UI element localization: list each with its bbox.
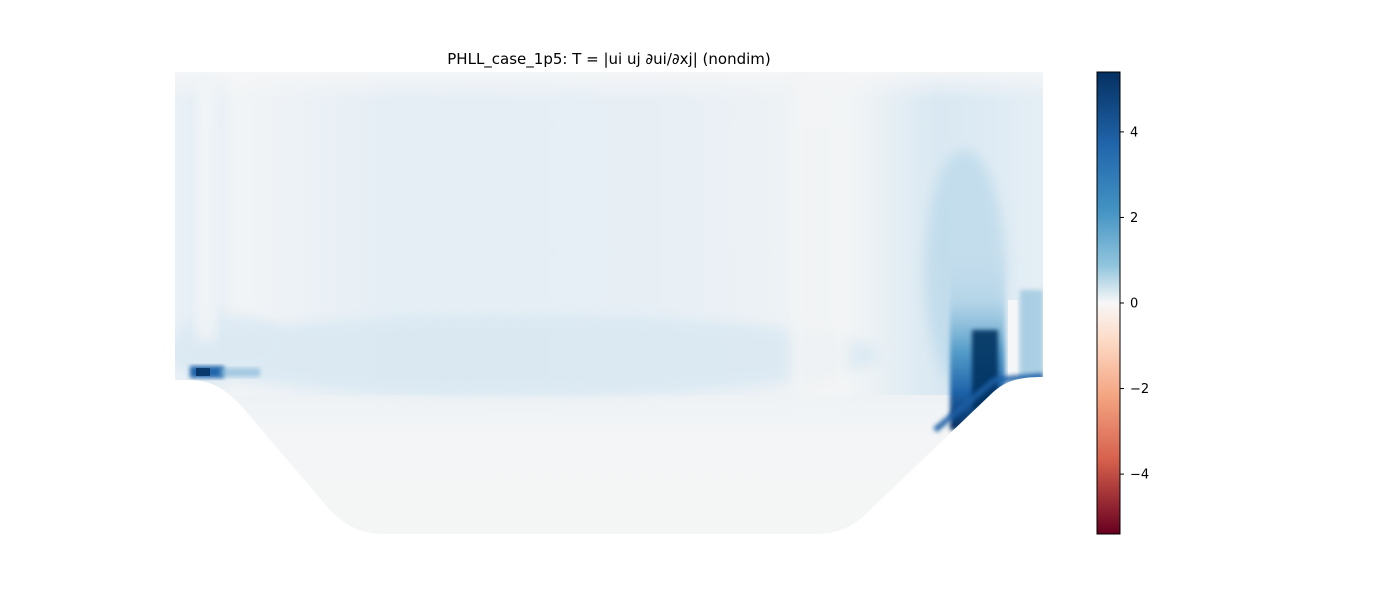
field-left-crest-core [196, 368, 210, 376]
colorbar-gradient [1097, 72, 1120, 534]
field-top-fade [175, 72, 1043, 100]
field-left-crest-trail [220, 368, 260, 377]
chart-title: PHLL_case_1p5: T = |ui uj ∂ui/∂xj| (nond… [447, 50, 770, 69]
colorbar-tick-label: −4 [1130, 468, 1149, 483]
colorbar-tick-label: 4 [1130, 125, 1138, 140]
field-left-shear [175, 315, 290, 375]
colorbar-ticks: 4 2 0 −2 −4 [1120, 125, 1149, 483]
heatmap-field [175, 72, 1043, 534]
field-right-slope-edge [933, 373, 1043, 433]
field-right-edge-strip [1020, 290, 1043, 380]
colorbar-tick-label: 2 [1130, 211, 1138, 226]
field-shear-band [175, 315, 880, 395]
field-mid-pale-strip [790, 80, 850, 400]
field-lower-region [175, 395, 1043, 534]
field-left-pale-strip [196, 80, 216, 340]
colorbar-tick-label: −2 [1130, 382, 1149, 397]
field-right-white-gap [1008, 300, 1018, 380]
colorbar-tick-label: 0 [1130, 297, 1138, 312]
colorbar: 4 2 0 −2 −4 [1096, 71, 1149, 535]
